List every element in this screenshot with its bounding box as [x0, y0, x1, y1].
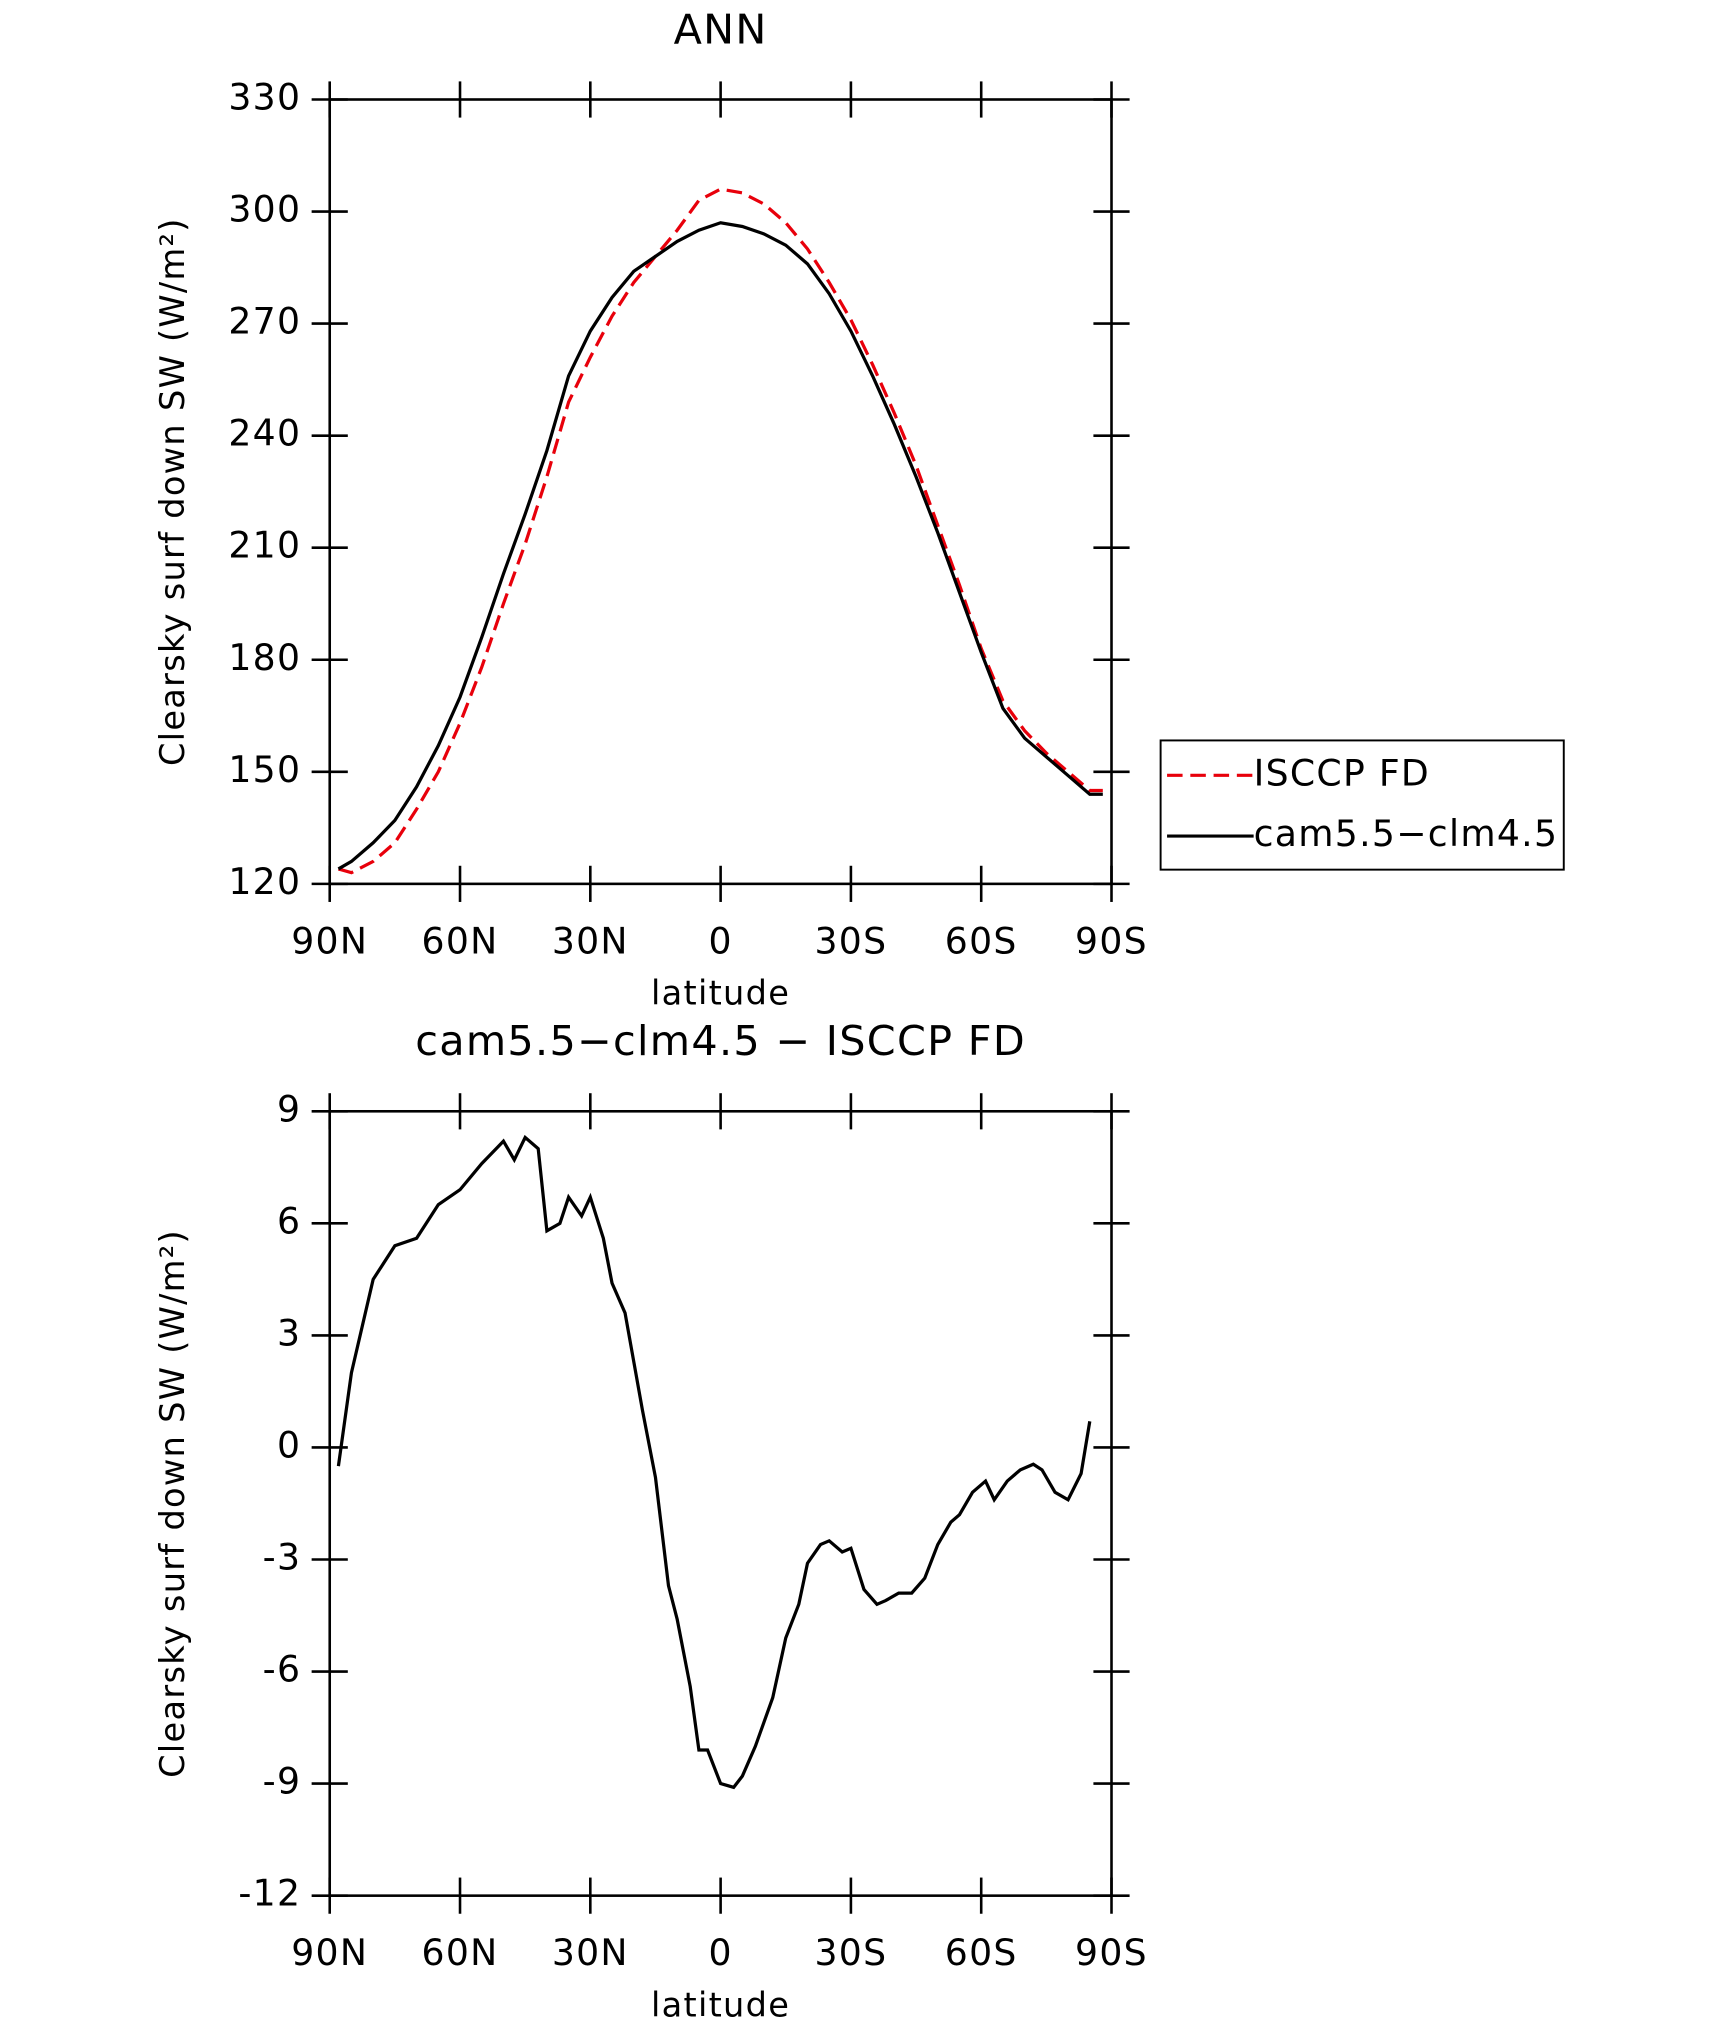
y-tick-label: 0 [277, 1423, 301, 1466]
x-tick-label: 60N [422, 1931, 499, 1974]
y-axis-label: Clearsky surf down SW (W/m²) [153, 217, 192, 766]
x-tick-label: 90S [1075, 1931, 1148, 1974]
data-line [336, 1134, 1092, 1790]
data-line [337, 221, 1103, 871]
y-tick-label: -12 [238, 1872, 301, 1915]
y-tick-label: 120 [228, 860, 301, 903]
x-tick-label: 30S [814, 1931, 887, 1974]
plot-frame [328, 1109, 1113, 1897]
x-tick-label: 30N [552, 1931, 629, 1974]
y-tick-label: 330 [228, 75, 301, 118]
y-tick-label: 210 [228, 524, 301, 567]
chart-title: ANN [674, 5, 768, 53]
y-tick-label: 150 [228, 748, 301, 791]
plot-frame [328, 98, 1113, 886]
y-tick-label: -9 [263, 1760, 302, 1803]
data-line [337, 187, 1103, 875]
x-tick-label: 60N [422, 919, 499, 962]
y-tick-label: 9 [277, 1087, 301, 1130]
y-tick-label: -3 [263, 1536, 302, 1579]
y-tick-label: 3 [277, 1311, 301, 1354]
x-tick-label: 0 [708, 919, 732, 962]
legend-label: ISCCP FD [1254, 751, 1430, 794]
x-tick-label: 0 [708, 1931, 732, 1974]
x-axis-label: latitude [651, 973, 790, 1012]
y-tick-label: -6 [263, 1648, 302, 1691]
y-tick-label: 180 [228, 636, 301, 679]
x-tick-label: 30S [814, 919, 887, 962]
chart-title: cam5.5−clm4.5 − ISCCP FD [415, 1017, 1026, 1065]
x-tick-label: 90N [291, 1931, 368, 1974]
y-axis-label: Clearsky surf down SW (W/m²) [153, 1229, 192, 1778]
y-tick-label: 270 [228, 300, 301, 343]
x-axis-label: latitude [651, 1985, 790, 2021]
x-tick-label: 30N [552, 919, 629, 962]
legend-box [1159, 739, 1565, 871]
y-tick-label: 240 [228, 412, 301, 455]
x-tick-label: 60S [945, 919, 1018, 962]
x-tick-label: 90N [291, 919, 368, 962]
y-tick-label: 6 [277, 1199, 301, 1242]
x-tick-label: 90S [1075, 919, 1148, 962]
legend-label: cam5.5−clm4.5 [1254, 812, 1559, 855]
x-tick-label: 60S [945, 1931, 1018, 1974]
y-tick-label: 300 [228, 188, 301, 231]
